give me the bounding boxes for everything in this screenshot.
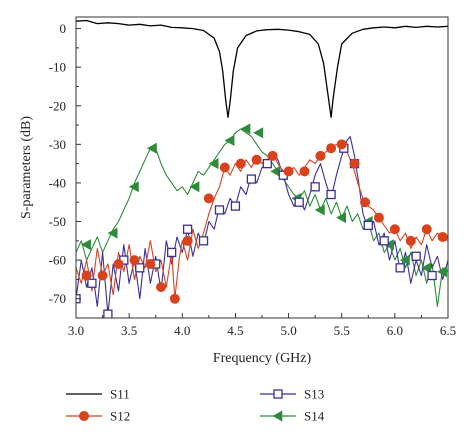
data-point-s14 bbox=[336, 212, 347, 224]
data-point-s12 bbox=[360, 197, 371, 208]
data-point-s14 bbox=[421, 262, 432, 274]
data-point-s14 bbox=[383, 239, 394, 251]
data-point-s12 bbox=[203, 193, 214, 204]
data-point-s13 bbox=[167, 247, 177, 258]
data-point-s13 bbox=[411, 251, 421, 261]
data-point-s12 bbox=[81, 270, 92, 281]
legend-marker bbox=[79, 410, 90, 421]
marker-layer bbox=[76, 123, 448, 318]
data-point-s12 bbox=[251, 154, 262, 165]
x-tick-label: 5.5 bbox=[334, 323, 350, 338]
data-point-s14 bbox=[107, 227, 118, 239]
data-point-s13 bbox=[294, 197, 304, 207]
data-point-s13 bbox=[182, 224, 193, 234]
y-tick-label: -10 bbox=[49, 60, 66, 75]
data-point-s14 bbox=[189, 181, 200, 193]
data-point-s12 bbox=[299, 166, 310, 177]
y-axis: 0 -10 -20 -30 -40 -50 -60 -70 bbox=[49, 21, 81, 306]
data-point-s12 bbox=[283, 166, 294, 177]
y-axis-label: S-parameters (dB) bbox=[19, 116, 34, 219]
series-line-s11 bbox=[76, 19, 448, 118]
x-tick-label: 3.0 bbox=[68, 323, 84, 338]
x-axis-label: Frequency (GHz) bbox=[213, 351, 312, 366]
data-point-s12 bbox=[219, 162, 230, 173]
y-tick-label: -50 bbox=[49, 214, 66, 229]
data-point-s13 bbox=[87, 278, 97, 288]
legend: S11 S12 S13 S14 bbox=[66, 387, 325, 424]
legend-label: S13 bbox=[304, 387, 324, 402]
legend-label: S12 bbox=[110, 409, 130, 424]
legend-label: S14 bbox=[304, 409, 325, 424]
data-point-s14 bbox=[437, 266, 447, 278]
data-point-s13 bbox=[310, 182, 320, 192]
x-tick-label: 6.0 bbox=[387, 323, 403, 338]
data-point-s12 bbox=[235, 158, 246, 169]
data-point-s13 bbox=[103, 309, 113, 318]
data-point-s13 bbox=[395, 263, 405, 273]
data-point-s14 bbox=[399, 254, 410, 266]
y-tick-label: -70 bbox=[49, 291, 66, 306]
data-point-s14 bbox=[314, 204, 325, 216]
data-point-s14 bbox=[224, 134, 235, 146]
legend-marker bbox=[273, 389, 283, 399]
data-point-s12 bbox=[389, 224, 400, 235]
data-point-s13 bbox=[262, 158, 272, 169]
data-point-s12 bbox=[315, 150, 326, 161]
data-point-s14 bbox=[208, 158, 219, 170]
x-tick-label: 6.5 bbox=[440, 323, 456, 338]
data-point-s12 bbox=[373, 212, 384, 223]
data-point-s14 bbox=[240, 123, 251, 135]
data-point-s13 bbox=[214, 205, 225, 215]
data-point-s13 bbox=[135, 263, 145, 273]
legend-marker bbox=[272, 410, 283, 422]
x-tick-label: 4.0 bbox=[174, 323, 190, 338]
data-point-s12 bbox=[421, 224, 432, 235]
y-tick-label: -60 bbox=[49, 253, 66, 268]
legend-item-s12: S12 bbox=[66, 409, 130, 424]
data-point-s13 bbox=[246, 174, 257, 184]
data-point-s12 bbox=[145, 258, 156, 269]
data-point-s13 bbox=[230, 201, 241, 211]
data-point-s12 bbox=[336, 139, 347, 150]
x-axis: 3.0 3.5 4.0 4.5 5.0 5.5 6.0 6.5 bbox=[68, 313, 456, 338]
series-line-s14 bbox=[76, 128, 448, 307]
legend-item-s11: S11 bbox=[66, 387, 130, 402]
y-tick-label: 0 bbox=[60, 21, 67, 36]
legend-label: S11 bbox=[110, 387, 130, 402]
x-tick-label: 5.0 bbox=[280, 323, 296, 338]
data-point-s12 bbox=[113, 258, 124, 269]
data-point-s12 bbox=[97, 270, 108, 281]
series-layer bbox=[76, 19, 448, 315]
data-point-s13 bbox=[379, 236, 389, 246]
data-point-s12 bbox=[437, 231, 448, 242]
x-tick-label: 4.5 bbox=[227, 323, 243, 338]
data-point-s13 bbox=[326, 189, 336, 200]
data-point-s13 bbox=[427, 270, 437, 281]
data-point-s12 bbox=[169, 293, 180, 304]
data-point-s13 bbox=[198, 236, 209, 246]
legend-item-s13: S13 bbox=[260, 387, 324, 402]
data-point-s12 bbox=[405, 235, 416, 246]
data-point-s12 bbox=[267, 150, 278, 161]
data-point-s12 bbox=[129, 255, 140, 266]
data-point-s12 bbox=[182, 235, 193, 246]
data-point-s12 bbox=[349, 158, 360, 169]
y-tick-label: -20 bbox=[49, 98, 66, 113]
data-point-s14 bbox=[81, 239, 91, 251]
legend-item-s14: S14 bbox=[260, 409, 325, 424]
y-tick-label: -40 bbox=[49, 175, 66, 190]
data-point-s14 bbox=[128, 181, 139, 193]
data-point-s13 bbox=[363, 220, 373, 231]
data-point-s12 bbox=[326, 143, 337, 154]
y-tick-label: -30 bbox=[49, 137, 66, 152]
data-point-s12 bbox=[156, 282, 167, 293]
data-point-s14 bbox=[146, 142, 157, 154]
x-tick-label: 3.5 bbox=[121, 323, 137, 338]
data-point-s14 bbox=[253, 127, 264, 139]
